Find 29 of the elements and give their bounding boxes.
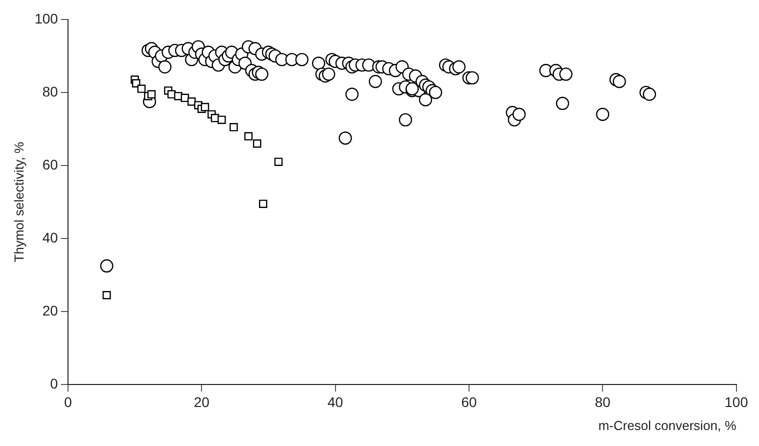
point (418, 93, 432, 106)
point (147, 90, 156, 98)
y-tick-label: 80 (42, 83, 58, 100)
x-tick-label: 40 (328, 394, 344, 410)
point (428, 86, 442, 100)
point (200, 102, 210, 112)
point (137, 84, 146, 93)
y-tick-label: 20 (42, 302, 58, 318)
point (244, 132, 253, 140)
y-tick-label: 60 (42, 156, 58, 172)
point (338, 131, 352, 145)
x-tick-label: 20 (194, 394, 210, 410)
y-axis-title: Thymol selectivity, % (11, 141, 26, 262)
point (102, 290, 111, 300)
x-tick-label: 0 (64, 394, 72, 410)
y-tick-label: 100 (34, 10, 58, 26)
point (218, 116, 226, 124)
point (230, 123, 238, 132)
x-tick-label: 100 (724, 394, 748, 410)
point (345, 88, 359, 101)
y-tick-label: 40 (42, 229, 58, 246)
x-tick-label: 60 (461, 394, 477, 410)
point (274, 158, 283, 166)
x-tick-label: 80 (594, 394, 611, 410)
point (252, 139, 262, 148)
y-tick-label: 0 (50, 375, 58, 392)
x-axis-title: m-Cresol conversion, % (598, 418, 737, 433)
point (398, 113, 412, 126)
point (258, 200, 268, 208)
